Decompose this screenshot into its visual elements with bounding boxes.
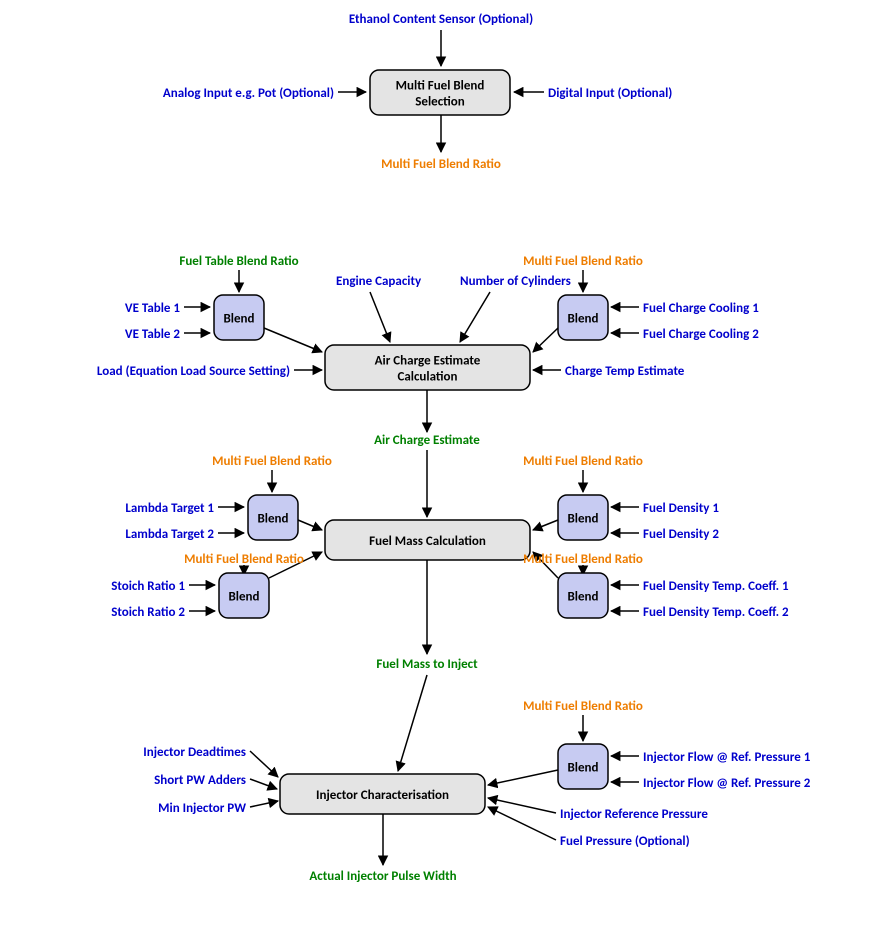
label-fcc1: Fuel Charge Cooling 1 — [643, 301, 759, 316]
blend-b5: Blend — [219, 573, 269, 618]
label-irp: Injector Reference Pressure — [560, 807, 708, 822]
label-fd2: Fuel Density 2 — [643, 527, 719, 542]
label-mfbr2: Multi Fuel Blend Ratio — [523, 254, 643, 269]
label-spwa: Short PW Adders — [154, 773, 246, 788]
label-ftbr: Fuel Table Blend Ratio — [179, 254, 298, 269]
label-ncyl: Number of Cylinders — [460, 274, 571, 289]
box-fmc: Fuel Mass Calculation — [325, 520, 530, 560]
label-sr1: Stoich Ratio 1 — [111, 579, 185, 594]
label-fdtc1: Fuel Density Temp. Coeff. 1 — [643, 579, 789, 594]
a-spwa — [250, 779, 277, 789]
box-ace-line1: Calculation — [398, 370, 458, 385]
box-ace-line0: Air Charge Estimate — [375, 354, 481, 369]
label-fdtc2: Fuel Density Temp. Coeff. 2 — [643, 605, 789, 620]
box-fmc-line0: Fuel Mass Calculation — [369, 534, 486, 549]
a-irp — [488, 798, 556, 813]
label-load: Load (Equation Load Source Setting) — [97, 364, 290, 379]
a-b4-fmc — [533, 520, 558, 530]
blend-b2: Blend — [558, 295, 608, 340]
label-ifrp2: Injector Flow @ Ref. Pressure 2 — [643, 776, 811, 791]
box-ic: Injector Characterisation — [280, 774, 485, 814]
label-mfbr4: Multi Fuel Blend Ratio — [523, 454, 643, 469]
a-fmti-ic — [398, 675, 427, 771]
label-fmti: Fuel Mass to Inject — [376, 657, 478, 672]
label-fd1: Fuel Density 1 — [643, 501, 719, 516]
flowchart: Multi Fuel BlendSelection Air Charge Esti… — [0, 0, 886, 950]
label-ifrp1: Injector Flow @ Ref. Pressure 1 — [643, 750, 811, 765]
label-mfbr_out: Multi Fuel Blend Ratio — [381, 157, 501, 172]
a-ncyl — [460, 292, 490, 342]
label-vet1: VE Table 1 — [125, 301, 180, 316]
label-mfbr5: Multi Fuel Blend Ratio — [184, 552, 304, 567]
label-sr2: Stoich Ratio 2 — [111, 605, 185, 620]
a-b7-ic — [488, 770, 558, 785]
label-fp: Fuel Pressure (Optional) — [560, 834, 690, 849]
blend-b4: Blend — [558, 495, 608, 540]
label-mfbr7: Multi Fuel Blend Ratio — [523, 699, 643, 714]
box-mfbs-line1: Selection — [415, 95, 464, 110]
label-fcc2: Fuel Charge Cooling 2 — [643, 327, 759, 342]
label-lt2: Lambda Target 2 — [125, 527, 214, 542]
blend-b7-label: Blend — [568, 761, 599, 776]
box-ace: Air Charge EstimateCalculation — [325, 345, 530, 390]
label-aipw: Actual Injector Pulse Width — [309, 869, 456, 884]
label-digital: Digital Input (Optional) — [548, 86, 672, 101]
blend-b4-label: Blend — [568, 512, 599, 527]
blend-b2-label: Blend — [568, 312, 599, 327]
box-mfbs-line0: Multi Fuel Blend — [396, 79, 485, 94]
label-cte: Charge Temp Estimate — [565, 364, 685, 379]
label-vet2: VE Table 2 — [125, 327, 180, 342]
label-mfbr3: Multi Fuel Blend Ratio — [212, 454, 332, 469]
label-engcap: Engine Capacity — [336, 274, 422, 289]
label-mfbr6: Multi Fuel Blend Ratio — [523, 552, 643, 567]
blend-b5-label: Blend — [229, 590, 260, 605]
label-lt1: Lambda Target 1 — [125, 501, 214, 516]
a-idt — [250, 751, 278, 777]
a-engcap — [370, 292, 390, 342]
blend-b3-label: Blend — [258, 512, 289, 527]
label-ace_out: Air Charge Estimate — [374, 433, 480, 448]
blend-b1-label: Blend — [224, 312, 255, 327]
blend-b6: Blend — [558, 573, 608, 618]
a-b2-ace — [533, 328, 558, 352]
a-mipw — [250, 801, 278, 807]
blend-b3: Blend — [248, 495, 298, 540]
label-ecs: Ethanol Content Sensor (Optional) — [349, 12, 533, 27]
label-idt: Injector Deadtimes — [143, 745, 246, 760]
a-fp — [488, 807, 556, 840]
label-mipw: Min Injector PW — [158, 801, 246, 816]
box-ic-line0: Injector Characterisation — [316, 788, 449, 803]
a-b1-ace — [264, 328, 322, 352]
blend-b1: Blend — [214, 295, 264, 340]
label-analog: Analog Input e.g. Pot (Optional) — [163, 86, 334, 101]
labels: Ethanol Content Sensor (Optional) Analog … — [97, 12, 811, 884]
box-mfbs: Multi Fuel BlendSelection — [370, 70, 510, 115]
blend-b7: Blend — [558, 744, 608, 789]
a-b3-fmc — [298, 520, 322, 530]
blend-b6-label: Blend — [568, 590, 599, 605]
